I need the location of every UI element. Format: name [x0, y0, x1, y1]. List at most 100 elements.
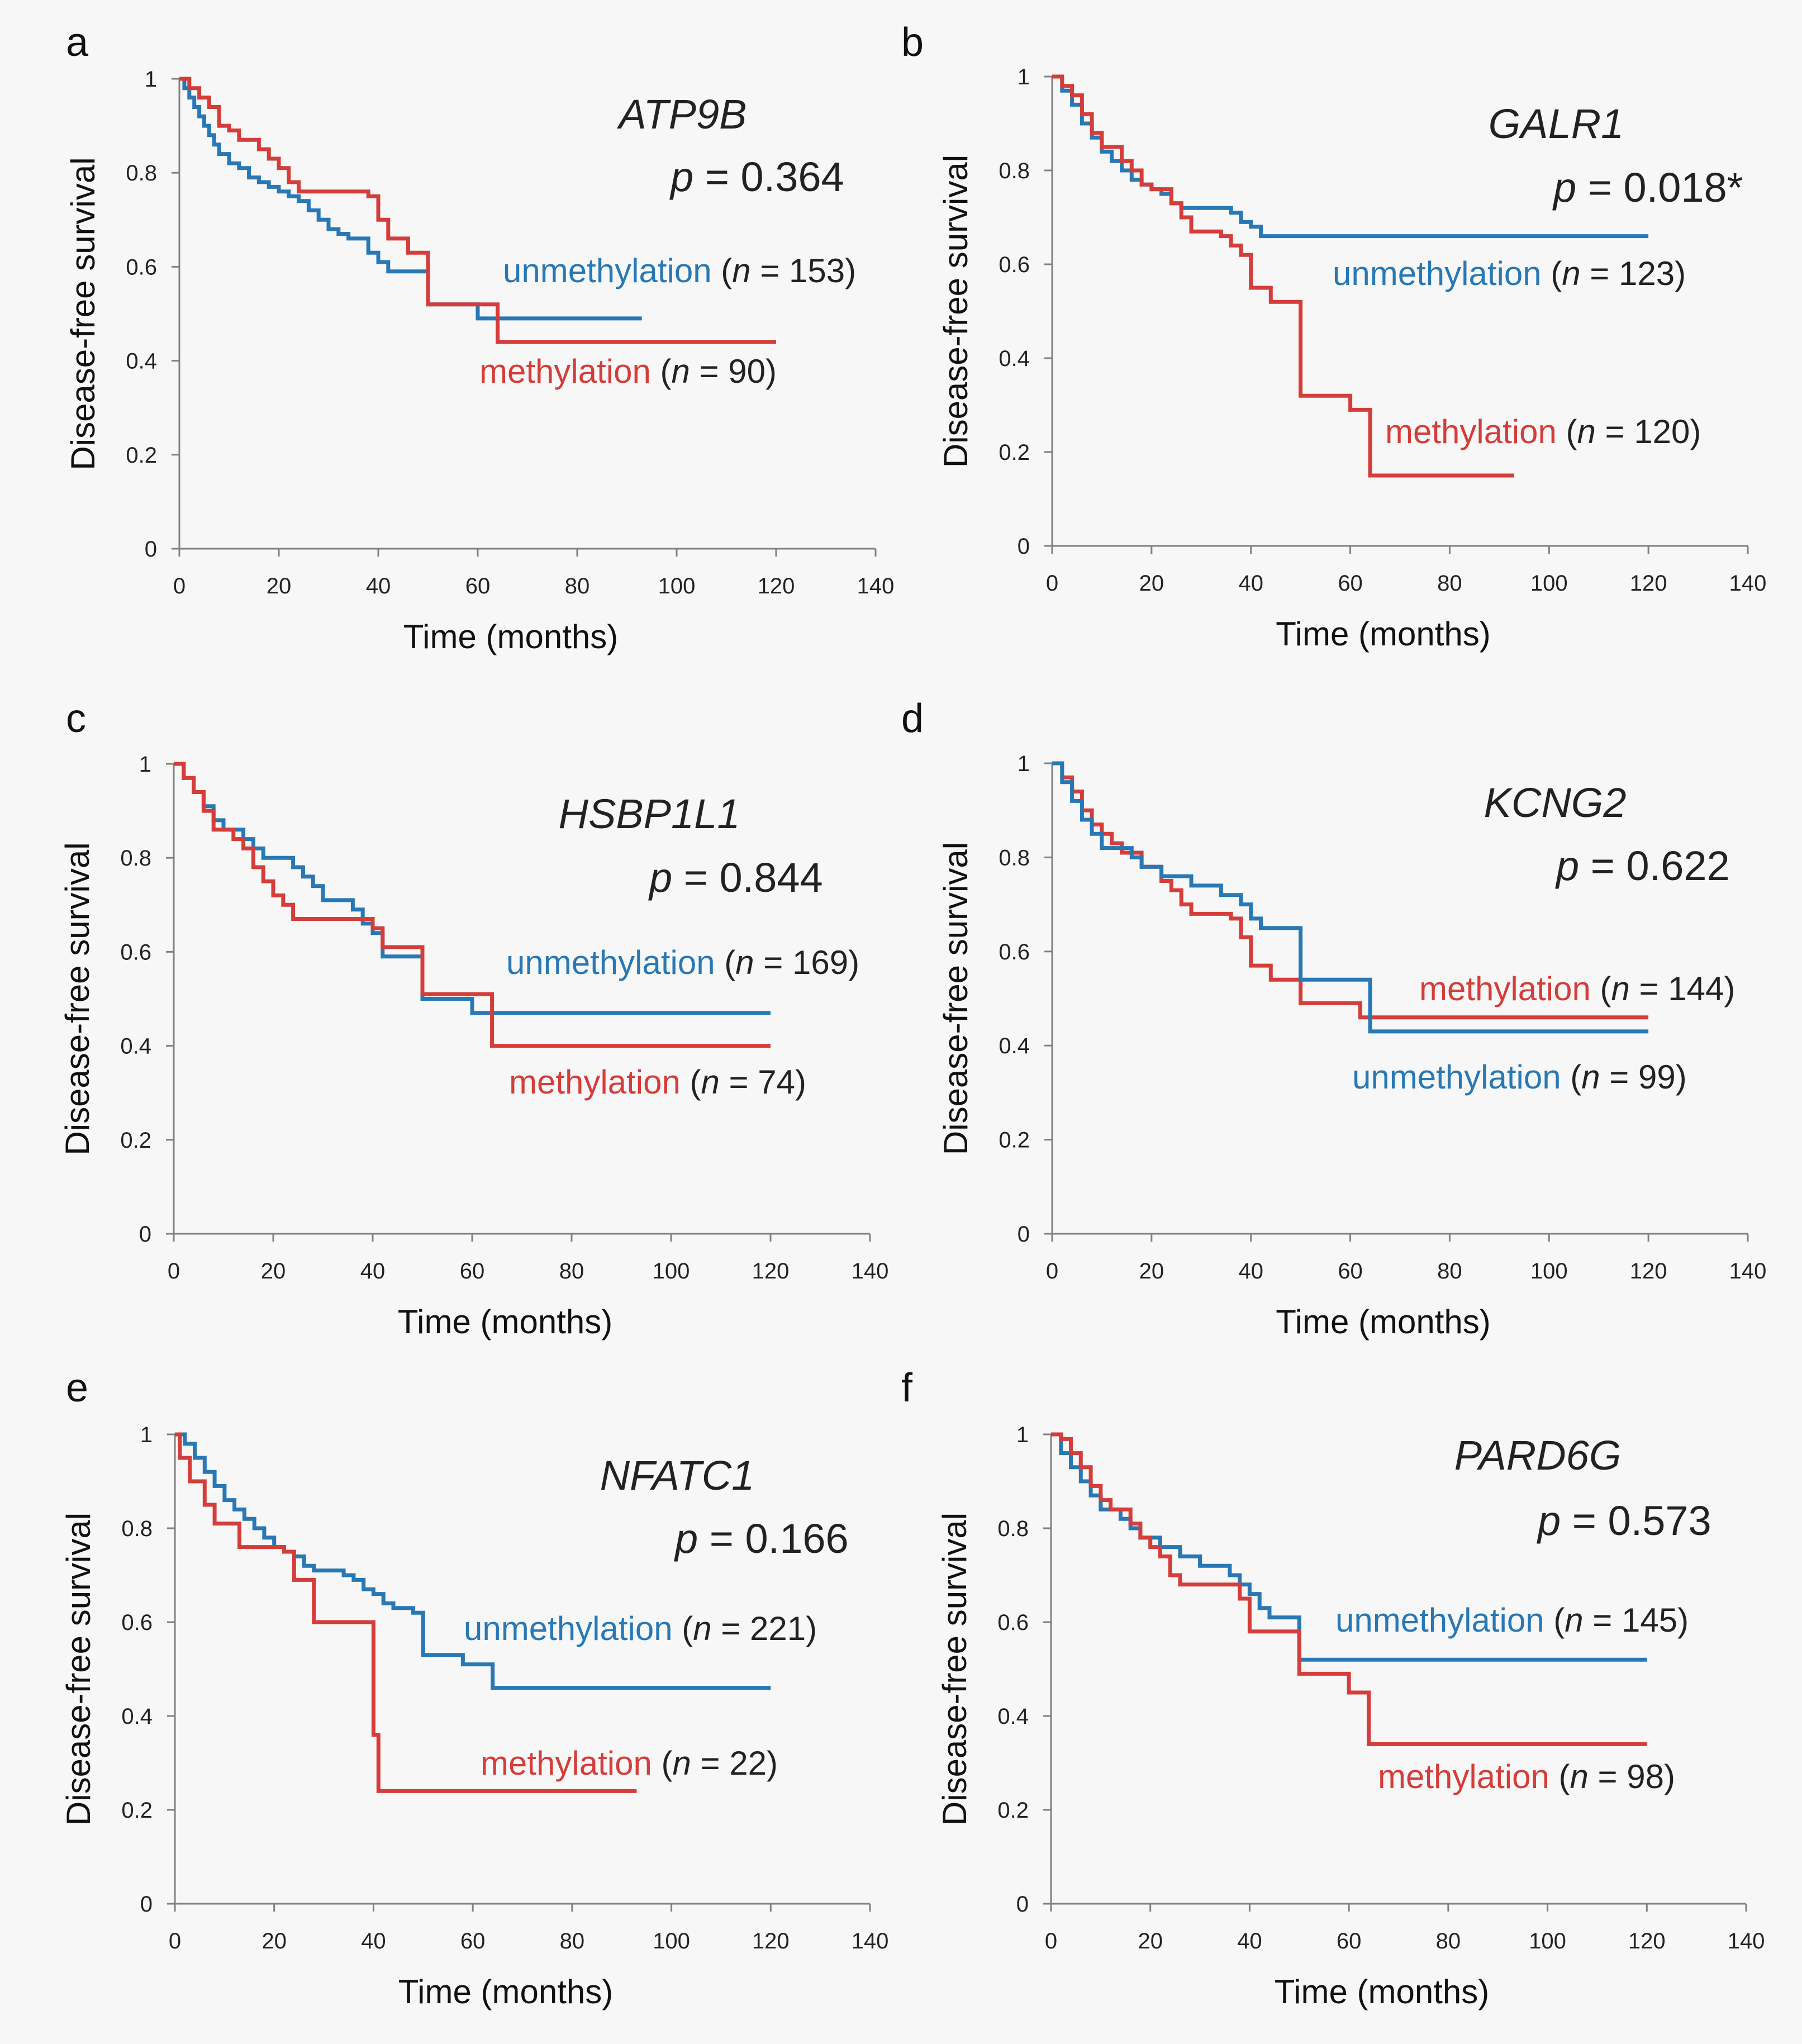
y-tick-label: 0.2 — [121, 1798, 153, 1823]
p-value: p = 0.573 — [1537, 1498, 1711, 1544]
label-paren: ( — [1561, 1058, 1582, 1096]
panel-letter: e — [66, 1366, 88, 1410]
gene-name: ATP9B — [617, 91, 747, 137]
gene-name: NFATC1 — [600, 1452, 755, 1499]
x-tick-label: 60 — [1338, 571, 1363, 596]
y-tick-label: 1 — [139, 752, 151, 777]
y-tick-label: 0.8 — [121, 1517, 153, 1541]
x-tick-label: 100 — [1530, 1259, 1568, 1284]
x-tick-label: 0 — [1045, 1929, 1057, 1953]
gene-name: GALR1 — [1489, 101, 1624, 147]
unmethylation-label: unmethylation (n = 169) — [506, 944, 859, 981]
km-panel-f: f 0 20 40 60 80 100 120 140 0 0.2 0.4 0.6 0.8 1 Time (m… — [901, 1366, 1765, 2010]
unmethylation-label-text: unmethylation — [1333, 255, 1542, 292]
x-tick-label: 20 — [267, 574, 292, 598]
label-paren: ( — [1542, 255, 1562, 292]
x-tick-label: 0 — [168, 1259, 180, 1284]
unmethylation-label: unmethylation (n = 99) — [1352, 1058, 1687, 1096]
p-value: p = 0.844 — [648, 854, 823, 901]
x-tick-label: 120 — [1630, 1259, 1667, 1284]
y-tick-label: 0 — [139, 1222, 151, 1247]
x-tick-label: 0 — [173, 574, 186, 598]
p-value-number: = 0.364 — [693, 154, 844, 200]
label-paren: ( — [681, 1063, 701, 1101]
y-tick-label: 0.4 — [121, 1704, 153, 1729]
label-n-symbol: n — [1565, 1601, 1583, 1639]
label-paren: ( — [1557, 413, 1577, 450]
unmethylation-label-text: unmethylation — [1335, 1601, 1544, 1639]
x-tick-label: 80 — [1436, 1929, 1461, 1953]
methylation-label: methylation (n = 22) — [481, 1744, 778, 1782]
panel-letter: d — [901, 696, 924, 741]
x-tick-label: 140 — [852, 1259, 889, 1284]
km-panel-b: b 0 20 40 60 80 100 120 140 0 0.2 0.4 0.6 0.8 1 Time (m… — [901, 20, 1766, 653]
p-value: p = 0.364 — [669, 154, 844, 200]
label-n-count: = 74) — [720, 1063, 806, 1101]
p-symbol: p — [1552, 164, 1576, 211]
methylation-label-text: methylation — [479, 353, 651, 390]
methylation-label-text: methylation — [509, 1063, 681, 1101]
x-tick-label: 100 — [653, 1929, 690, 1953]
y-tick-label: 0 — [1018, 534, 1030, 559]
y-tick-label: 0.4 — [997, 1704, 1029, 1729]
label-n-count: = 153) — [751, 252, 856, 289]
unmethylation-label: unmethylation (n = 221) — [464, 1610, 817, 1647]
label-paren: ( — [673, 1610, 693, 1647]
unmethylation-label-text: unmethylation — [506, 944, 715, 981]
p-symbol: p — [669, 154, 693, 200]
unmethylation-label-text: unmethylation — [464, 1610, 673, 1647]
p-value-number: = 0.622 — [1579, 843, 1730, 889]
x-tick-label: 40 — [1237, 1929, 1262, 1953]
y-axis-title: Disease-free survival — [60, 1513, 97, 1826]
methylation-label-text: methylation — [1378, 1758, 1549, 1795]
y-axis-title: Disease-free survival — [64, 157, 102, 470]
x-tick-label: 40 — [360, 1259, 386, 1284]
x-tick-label: 60 — [465, 574, 491, 598]
p-symbol: p — [648, 854, 672, 901]
methylation-label-text: methylation — [1419, 970, 1591, 1007]
x-tick-label: 120 — [752, 1259, 790, 1284]
y-tick-label: 0 — [140, 1892, 153, 1917]
label-n-count: = 145) — [1584, 1601, 1689, 1639]
panel-letter: c — [66, 696, 86, 741]
label-n-count: = 99) — [1600, 1058, 1687, 1096]
methylation-label-text: methylation — [481, 1744, 652, 1782]
x-tick-label: 60 — [460, 1259, 485, 1284]
panel-letter: f — [901, 1366, 913, 1410]
label-paren: ( — [652, 1744, 673, 1782]
x-tick-label: 60 — [460, 1929, 486, 1953]
methylation-survival-curve — [1051, 1432, 1647, 1746]
p-value: p = 0.166 — [674, 1515, 849, 1562]
p-value-number: = 0.166 — [698, 1515, 849, 1562]
y-tick-label: 0.6 — [997, 1610, 1029, 1635]
label-n-count: = 120) — [1596, 413, 1701, 450]
methylation-label: methylation (n = 120) — [1385, 413, 1701, 450]
x-axis-title: Time (months) — [1276, 615, 1491, 653]
x-tick-label: 80 — [559, 1259, 584, 1284]
label-n-symbol: n — [1577, 413, 1595, 450]
x-tick-label: 20 — [1139, 571, 1164, 596]
x-tick-label: 20 — [1139, 1259, 1164, 1284]
x-tick-label: 40 — [366, 574, 391, 598]
y-tick-label: 0.8 — [120, 846, 151, 871]
x-tick-label: 0 — [169, 1929, 181, 1953]
y-tick-label: 0.6 — [120, 940, 151, 964]
p-value: p = 0.018* — [1552, 164, 1743, 211]
y-tick-label: 0.6 — [121, 1610, 153, 1635]
label-n-symbol: n — [1562, 255, 1580, 292]
y-tick-label: 0.6 — [999, 940, 1030, 964]
x-tick-label: 140 — [1729, 571, 1767, 596]
km-panel-d: d 0 20 40 60 80 100 120 140 0 0.2 0.4 0.6 0.8 1 Time (m… — [901, 696, 1766, 1341]
label-n-count: = 169) — [754, 944, 859, 981]
label-n-symbol: n — [672, 1744, 691, 1782]
y-tick-label: 0.4 — [999, 346, 1030, 371]
x-tick-label: 80 — [560, 1929, 585, 1953]
y-tick-label: 0.4 — [120, 1034, 151, 1059]
x-tick-label: 80 — [565, 574, 590, 598]
x-tick-label: 20 — [1138, 1929, 1163, 1953]
x-tick-label: 20 — [261, 1259, 286, 1284]
x-tick-label: 100 — [658, 574, 696, 598]
p-symbol: p — [674, 1515, 698, 1562]
